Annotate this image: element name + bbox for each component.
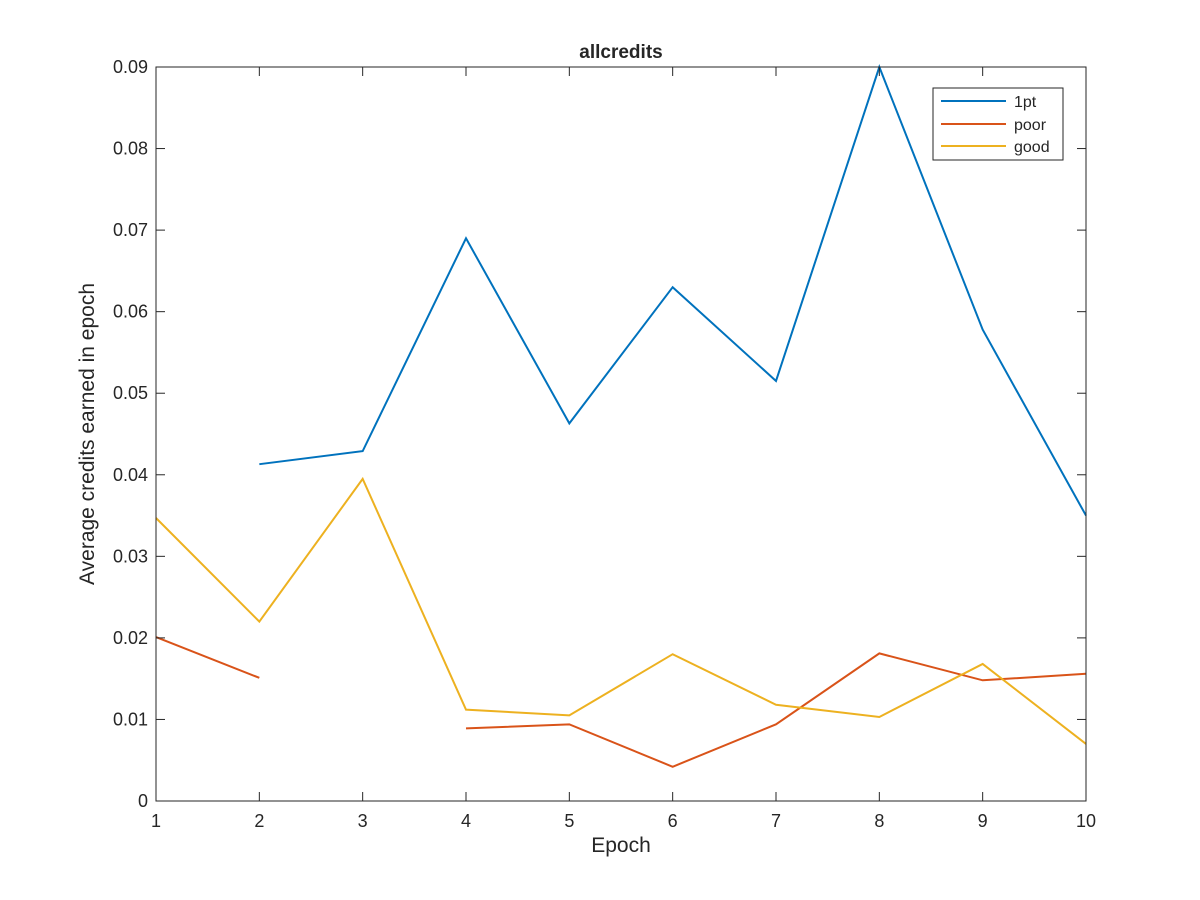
x-tick-label: 1 bbox=[151, 811, 161, 831]
series-line-good bbox=[155, 476, 1087, 745]
series-line-1pt bbox=[259, 64, 1087, 517]
legend-label-1pt: 1pt bbox=[1014, 94, 1037, 111]
x-tick-label: 7 bbox=[771, 811, 781, 831]
x-tick-label: 5 bbox=[564, 811, 574, 831]
y-tick-label: 0.07 bbox=[113, 220, 148, 240]
y-tick-label: 0.06 bbox=[113, 302, 148, 322]
y-tick-label: 0.03 bbox=[113, 546, 148, 566]
y-tick-label: 0 bbox=[138, 791, 148, 811]
x-tick-label: 8 bbox=[874, 811, 884, 831]
y-tick-label: 0.05 bbox=[113, 383, 148, 403]
y-tick-label: 0.01 bbox=[113, 709, 148, 729]
x-tick-label: 10 bbox=[1076, 811, 1096, 831]
series-layer bbox=[155, 64, 1087, 768]
x-tick-label: 6 bbox=[668, 811, 678, 831]
y-tick-label: 0.02 bbox=[113, 628, 148, 648]
x-tick-label: 4 bbox=[461, 811, 471, 831]
tick-labels-layer: 1 2 3 4 5 6 7 8 9 10 0 0.01 0.02 0.03 0.04 0.05 0.06 0.07… bbox=[113, 57, 1096, 831]
legend-label-good: good bbox=[1014, 139, 1050, 156]
x-tick-label: 3 bbox=[358, 811, 368, 831]
y-tick-label: 0.04 bbox=[113, 465, 148, 485]
chart-title: allcredits bbox=[579, 42, 662, 63]
plot-area bbox=[156, 67, 1086, 801]
y-tick-label: 0.09 bbox=[113, 57, 148, 77]
axes-box bbox=[155, 66, 1087, 802]
y-axis-label: Average credits earned in epoch bbox=[76, 283, 99, 585]
ticks-layer bbox=[155, 66, 1087, 802]
legend: 1pt poor good bbox=[932, 87, 1064, 161]
x-axis-label: Epoch bbox=[591, 834, 651, 857]
y-tick-label: 0.08 bbox=[113, 139, 148, 159]
series-line-poor bbox=[155, 636, 1087, 768]
x-tick-label: 2 bbox=[254, 811, 264, 831]
x-tick-label: 9 bbox=[978, 811, 988, 831]
legend-label-poor: poor bbox=[1014, 117, 1047, 134]
